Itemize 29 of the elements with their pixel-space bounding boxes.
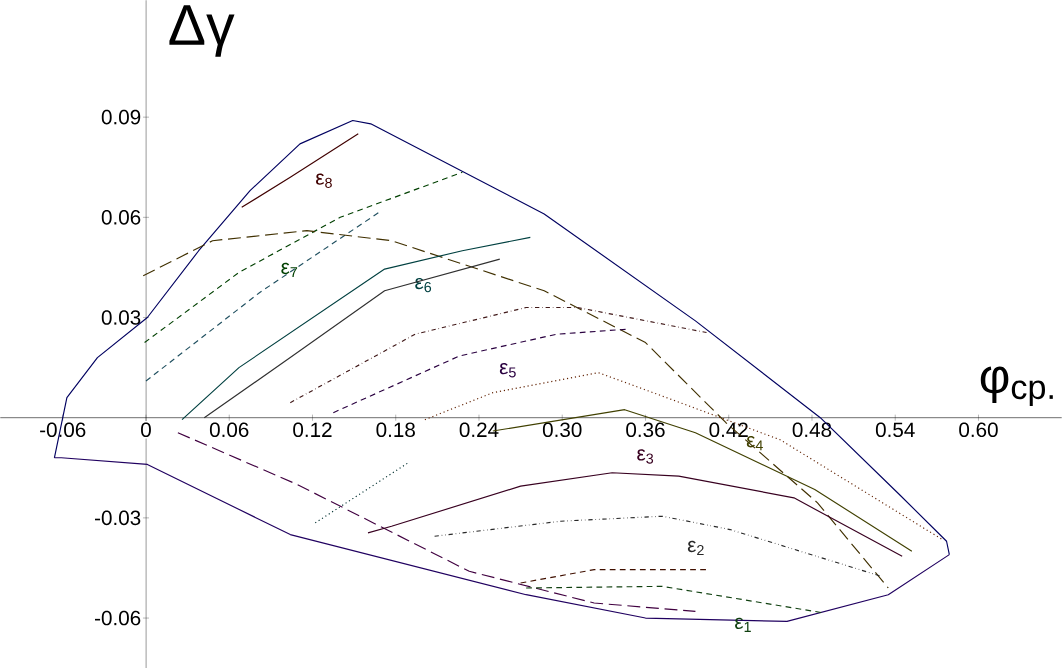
- series-label: ε$_{6}$: [415, 277, 432, 293]
- y-tick-label: 0.03: [101, 309, 141, 325]
- series-label: ε$_{5}$: [499, 362, 516, 378]
- series-label: ε$_{8}$: [316, 173, 332, 188]
- series-label: ε$_{3}$: [637, 449, 654, 464]
- y-tick-label: -0.06: [95, 610, 141, 626]
- line-series: [367, 472, 903, 557]
- x-axis-title: φ$_{ср.}$: [980, 366, 1053, 406]
- x-tick-label: 0.36: [626, 422, 665, 437]
- x-tick-label: 0.54: [875, 422, 915, 437]
- x-tick-label: 0.30: [542, 422, 582, 437]
- x-tick-label: 0.18: [376, 422, 415, 437]
- series-label: ε$_{2}$: [687, 540, 704, 555]
- y-tick-label: 0.09: [101, 109, 141, 125]
- y-tick-label: -0.03: [95, 510, 141, 525]
- line-series: [433, 515, 882, 577]
- y-tick-label: 0.06: [101, 209, 141, 225]
- y-axis-title: Δγ: [169, 5, 235, 57]
- x-tick-label: 0: [141, 422, 151, 437]
- line-series: [203, 258, 501, 419]
- x-tick-label: 0.24: [459, 422, 499, 437]
- x-tick-label: 0.42: [709, 422, 748, 437]
- line-series: [289, 306, 708, 404]
- x-tick-label: 0.06: [209, 422, 249, 437]
- x-tick-label: 0.48: [792, 422, 832, 437]
- x-tick-label: 0.60: [959, 422, 998, 437]
- x-tick-label: 0.12: [293, 422, 332, 437]
- line-series: [181, 236, 531, 421]
- line-series: [332, 328, 629, 414]
